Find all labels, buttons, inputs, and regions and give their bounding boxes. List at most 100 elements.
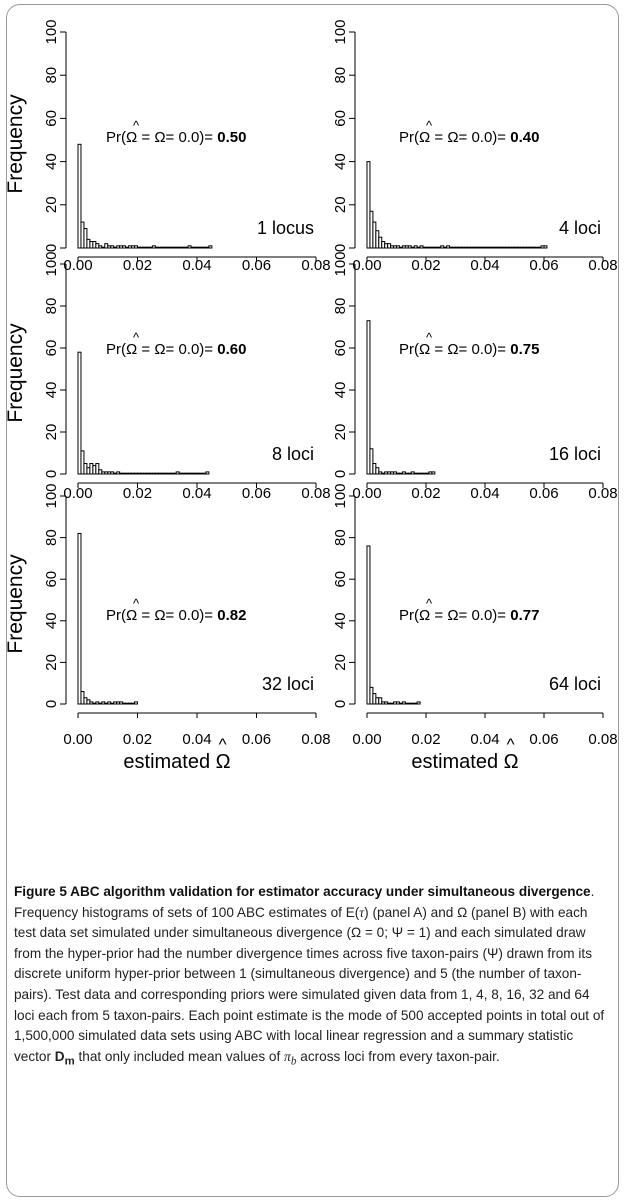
- panel-label: 8 loci: [272, 444, 314, 464]
- y-tick-label: 100: [43, 19, 60, 44]
- y-tick-label: 60: [332, 340, 349, 357]
- x-tick-label: 0.00: [352, 731, 381, 748]
- x-tick-label: 0.00: [63, 485, 92, 502]
- y-tick-label: 100: [332, 483, 349, 508]
- y-tick-label: 80: [43, 298, 60, 315]
- x-axis-label: estimated Ω: [411, 751, 518, 773]
- y-tick-label: 40: [332, 612, 349, 629]
- x-tick-label: 0.02: [411, 485, 440, 502]
- panel-1: 0 20 40 60 80 100 Frequency 0.00 0.02 0.04 0.06 0.0…: [4, 19, 331, 274]
- annotation-middle: = Ω= 0.0)=: [430, 129, 510, 146]
- y-tick-label: 20: [332, 196, 349, 213]
- probability-annotation: Pr(Ω = Ω= 0.0)= 0.60: [106, 341, 246, 358]
- y-tick-label: 80: [332, 67, 349, 84]
- panel-5: 0 20 40 60 80 100 Frequency 0.00 0.02 0.04 0.06 0.0…: [4, 483, 331, 773]
- histogram-bar: [366, 320, 371, 475]
- y-tick-label: 100: [332, 19, 349, 44]
- annotation-value: 0.75: [510, 341, 539, 358]
- x-tick-label: 0.08: [301, 485, 330, 502]
- annotation-omega-hat: Ω: [419, 129, 430, 146]
- histogram-grid: 0 20 40 60 80 100 Frequency 0.00 0.02 0.04 0.06 0.0…: [4, 19, 618, 773]
- histogram-bar: [77, 143, 82, 249]
- panel-label: 32 loci: [262, 674, 314, 694]
- y-axis-label: Frequency: [4, 94, 27, 194]
- y-tick-label: 20: [332, 424, 349, 441]
- y-tick-label: 0: [43, 244, 60, 252]
- y-tick-label: 40: [43, 153, 60, 170]
- histogram-bar: [95, 463, 100, 475]
- annotation-prefix: Pr(: [106, 341, 126, 358]
- caption-text-1: . Frequency histograms of sets of 100 AB…: [14, 884, 595, 920]
- annotation-hat: ^: [426, 118, 433, 133]
- y-tick-label: 20: [332, 654, 349, 671]
- x-tick-label: 0.06: [242, 257, 271, 274]
- annotation-omega-hat: Ω: [126, 607, 137, 624]
- caption-text-3: that only included mean values of: [74, 1048, 285, 1064]
- histogram-bar: [369, 448, 374, 475]
- annotation-value: 0.40: [510, 129, 539, 146]
- probability-annotation: Pr(Ω = Ω= 0.0)= 0.77: [399, 607, 539, 624]
- probability-annotation: Pr(Ω = Ω= 0.0)= 0.82: [106, 607, 246, 624]
- histogram-bar: [208, 245, 213, 249]
- histogram-bar: [416, 701, 421, 705]
- annotation-hat: ^: [426, 330, 433, 345]
- y-tick-label: 60: [43, 340, 60, 357]
- x-tick-label: 0.00: [352, 485, 381, 502]
- caption-tau: τ: [359, 904, 365, 920]
- x-tick-label: 0.04: [470, 485, 499, 502]
- y-tick-label: 100: [43, 251, 60, 276]
- annotation-hat: ^: [133, 596, 140, 611]
- annotation-omega-hat: Ω: [126, 341, 137, 358]
- y-tick-label: 80: [43, 67, 60, 84]
- x-tick-label: 0.08: [301, 731, 330, 748]
- x-tick-label: 0.02: [411, 257, 440, 274]
- x-axis-label: estimated Ω: [123, 751, 230, 773]
- annotation-value: 0.82: [217, 607, 246, 624]
- histogram-bar: [543, 245, 548, 249]
- x-tick-label: 0.04: [182, 257, 211, 274]
- y-tick-label: 60: [43, 571, 60, 588]
- x-tick-label: 0.02: [123, 257, 152, 274]
- annotation-middle: = Ω= 0.0)=: [430, 341, 510, 358]
- annotation-middle: = Ω= 0.0)=: [137, 341, 217, 358]
- caption-text-4: across loci from every taxon-pair.: [296, 1048, 500, 1064]
- panel-label: 16 loci: [549, 444, 601, 464]
- histogram-bar: [134, 701, 138, 705]
- annotation-omega-hat: Ω: [419, 341, 430, 358]
- y-tick-label: 80: [43, 529, 60, 546]
- x-tick-label: 0.08: [588, 485, 617, 502]
- x-tick-label: 0.04: [182, 485, 211, 502]
- x-tick-label: 0.06: [242, 731, 271, 748]
- y-tick-label: 40: [332, 153, 349, 170]
- panel-label: 1 locus: [257, 218, 314, 238]
- y-tick-label: 80: [332, 298, 349, 315]
- histogram-bar: [431, 471, 436, 475]
- y-tick-label: 40: [43, 382, 60, 399]
- annotation-prefix: Pr(: [106, 129, 126, 146]
- x-tick-label: 0.06: [529, 731, 558, 748]
- annotation-prefix: Pr(: [399, 129, 419, 146]
- annotation-middle: = Ω= 0.0)=: [137, 129, 217, 146]
- annotation-omega-hat: Ω: [419, 607, 430, 624]
- y-tick-label: 40: [43, 612, 60, 629]
- y-tick-label: 0: [332, 244, 349, 252]
- y-tick-label: 0: [43, 470, 60, 478]
- figure-caption: Figure 5 ABC algorithm validation for es…: [14, 882, 607, 1072]
- x-tick-label: 0.00: [352, 257, 381, 274]
- panel-label: 4 loci: [559, 218, 601, 238]
- histogram-bar: [83, 228, 88, 249]
- x-tick-label: 0.02: [123, 485, 152, 502]
- annotation-omega-hat: Ω: [126, 129, 137, 146]
- y-axis-label: Frequency: [4, 554, 27, 654]
- y-tick-label: 20: [43, 424, 60, 441]
- x-axis-label-hat: ^: [219, 735, 227, 754]
- histogram-bar: [366, 545, 371, 705]
- annotation-value: 0.60: [217, 341, 246, 358]
- annotation-middle: = Ω= 0.0)=: [430, 607, 510, 624]
- caption-dm: Dm: [54, 1048, 75, 1068]
- y-tick-label: 20: [43, 196, 60, 213]
- annotation-middle: = Ω= 0.0)=: [137, 607, 217, 624]
- histogram-bar: [375, 467, 380, 475]
- x-tick-label: 0.02: [123, 731, 152, 748]
